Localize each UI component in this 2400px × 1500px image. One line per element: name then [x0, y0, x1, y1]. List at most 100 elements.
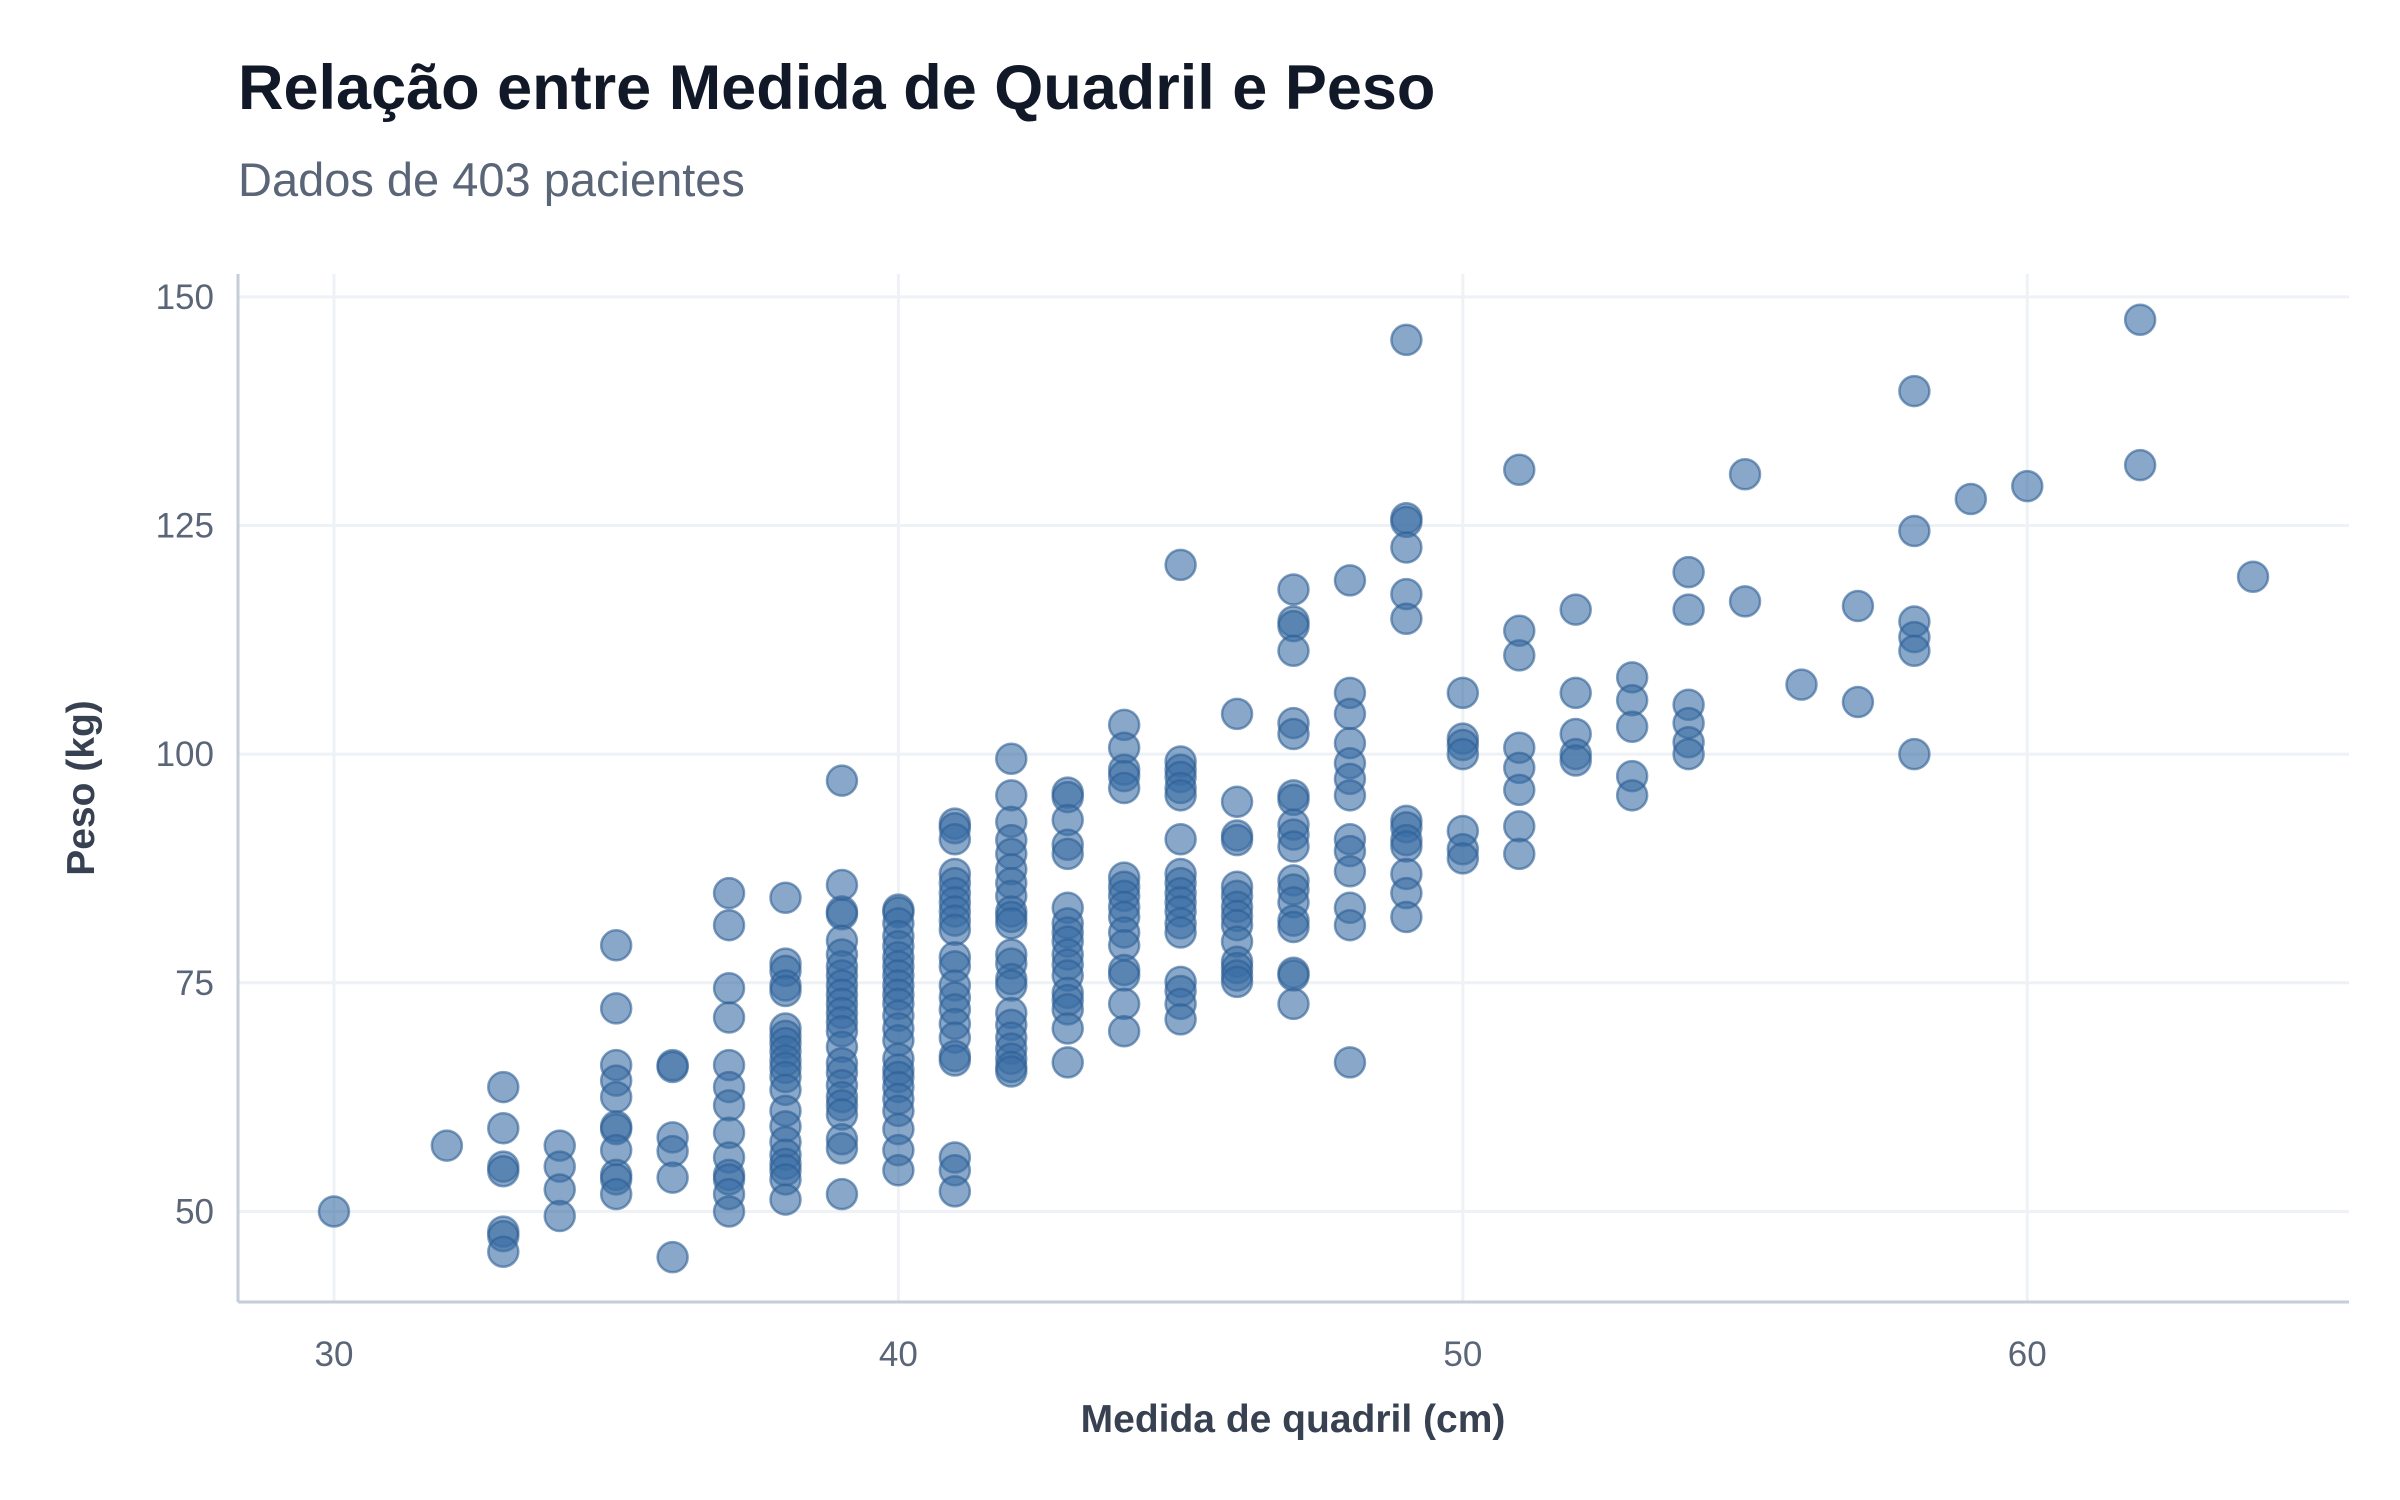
data-point — [1672, 593, 1705, 626]
data-point — [1277, 830, 1310, 863]
data-point — [712, 1195, 746, 1228]
data-point — [1898, 514, 1931, 548]
data-point — [2123, 303, 2157, 336]
data-point — [430, 1129, 464, 1162]
x-tick-label: 60 — [2008, 1335, 2047, 1374]
data-point — [1333, 779, 1367, 812]
x-tick-label: 50 — [1443, 1335, 1482, 1374]
data-point — [1051, 1012, 1084, 1045]
y-tick-label: 100 — [156, 735, 214, 774]
y-axis-title: Peso (kg) — [60, 700, 103, 876]
data-point — [1220, 823, 1254, 857]
y-tick-label: 50 — [175, 1192, 214, 1231]
data-point — [1051, 837, 1084, 871]
data-point — [1898, 737, 1931, 771]
data-point — [1503, 837, 1536, 871]
data-point — [1277, 987, 1310, 1021]
data-point — [656, 1161, 689, 1194]
data-point — [712, 876, 746, 910]
data-point — [1503, 453, 1536, 486]
gridlines — [238, 274, 2349, 1302]
data-point — [656, 1240, 689, 1274]
data-point — [1898, 634, 1931, 668]
data-point — [995, 742, 1028, 775]
data-point — [1390, 323, 1423, 357]
data-point — [1672, 737, 1705, 771]
data-point — [487, 1111, 520, 1145]
data-point — [1446, 676, 1480, 710]
data-point — [1107, 959, 1141, 992]
data-point — [1390, 531, 1423, 564]
data-point — [1333, 564, 1367, 597]
data-point — [1503, 810, 1536, 843]
data-point — [1107, 771, 1141, 805]
data-point — [1164, 1003, 1197, 1036]
y-tick-label: 75 — [175, 964, 214, 1003]
data-point — [712, 908, 746, 942]
data-point — [2123, 448, 2157, 482]
data-point — [769, 1183, 802, 1216]
data-point — [1220, 965, 1254, 999]
data-point — [1220, 785, 1254, 818]
data-point — [599, 1177, 633, 1211]
data-point — [1277, 573, 1310, 606]
data-point — [995, 969, 1028, 1002]
data-point — [599, 1080, 633, 1114]
data-point — [2011, 469, 2044, 503]
chart-subtitle: Dados de 403 pacientes — [238, 153, 745, 206]
data-point — [1107, 1015, 1141, 1048]
data-point — [1559, 676, 1592, 710]
data-point — [1559, 744, 1592, 777]
data-point — [1841, 589, 1875, 623]
data-point — [1390, 830, 1423, 863]
data-point — [769, 881, 802, 915]
data-point — [1785, 668, 1818, 701]
chart-title: Relação entre Medida de Quadril e Peso — [238, 53, 1436, 123]
data-point — [1333, 854, 1367, 888]
data-point — [1333, 908, 1367, 942]
data-point — [1615, 710, 1649, 743]
data-point — [769, 974, 802, 1008]
x-tick-label: 30 — [314, 1335, 353, 1374]
data-point — [1107, 987, 1141, 1021]
axes — [236, 274, 2349, 1304]
data-point — [1615, 779, 1649, 812]
data-point — [487, 1070, 520, 1104]
data-points — [317, 303, 2270, 1274]
data-point — [656, 1050, 689, 1084]
data-point — [712, 1001, 746, 1034]
data-point — [1164, 916, 1197, 949]
x-tick-label: 40 — [879, 1335, 918, 1374]
data-point — [712, 972, 746, 1005]
data-point — [1559, 593, 1592, 626]
data-point — [825, 764, 859, 797]
data-point — [938, 913, 972, 947]
data-point — [1446, 737, 1480, 771]
data-point — [1728, 585, 1762, 618]
data-point — [1164, 822, 1197, 856]
data-point — [1446, 842, 1480, 875]
data-point — [317, 1195, 351, 1228]
data-point — [543, 1199, 576, 1233]
data-point — [1164, 548, 1197, 582]
data-point — [825, 1132, 859, 1165]
data-point — [1390, 602, 1423, 636]
data-point — [1390, 900, 1423, 934]
x-axis-title: Medida de quadril (cm) — [1081, 1398, 1506, 1441]
data-point — [825, 1177, 859, 1211]
data-point — [1503, 773, 1536, 807]
data-point — [938, 1044, 972, 1077]
data-point — [1277, 634, 1310, 668]
y-tick-label: 150 — [156, 278, 214, 317]
data-point — [1728, 458, 1762, 491]
data-point — [487, 1154, 520, 1188]
data-point — [1277, 717, 1310, 751]
data-point — [1898, 374, 1931, 408]
data-point — [1220, 697, 1254, 731]
data-point — [995, 1055, 1028, 1088]
data-point — [882, 1154, 915, 1187]
data-point — [1954, 482, 1988, 516]
data-point — [712, 1089, 746, 1122]
data-point — [1333, 697, 1367, 731]
